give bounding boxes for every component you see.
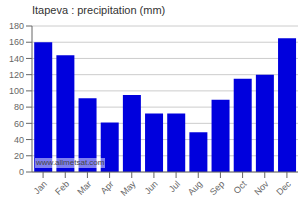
svg-text:80: 80 [14,102,24,112]
svg-text:Aug: Aug [186,179,204,197]
svg-text:180: 180 [9,21,24,31]
svg-text:Oct: Oct [232,179,249,196]
svg-text:100: 100 [9,86,24,96]
svg-text:Jan: Jan [32,179,49,196]
svg-text:Nov: Nov [252,179,271,198]
svg-text:40: 40 [14,135,24,145]
svg-text:Jun: Jun [143,179,160,196]
svg-text:Feb: Feb [53,179,71,197]
svg-text:Mar: Mar [75,179,93,197]
svg-text:60: 60 [14,119,24,129]
svg-text:20: 20 [14,151,24,161]
svg-text:120: 120 [9,70,24,80]
svg-text:140: 140 [9,54,24,64]
html-text:www.allmetsat.com: www.allmetsat.com [36,158,105,167]
svg-text:Sep: Sep [208,179,226,197]
svg-text:Dec: Dec [274,179,293,198]
svg-text:0: 0 [19,167,24,177]
svg-text:May: May [119,179,138,198]
svg-text:Jul: Jul [167,179,182,194]
svg-text:Apr: Apr [99,179,116,196]
svg-text:160: 160 [9,37,24,47]
html-text:Itapeva : precipitation (mm): Itapeva : precipitation (mm) [32,4,166,16]
